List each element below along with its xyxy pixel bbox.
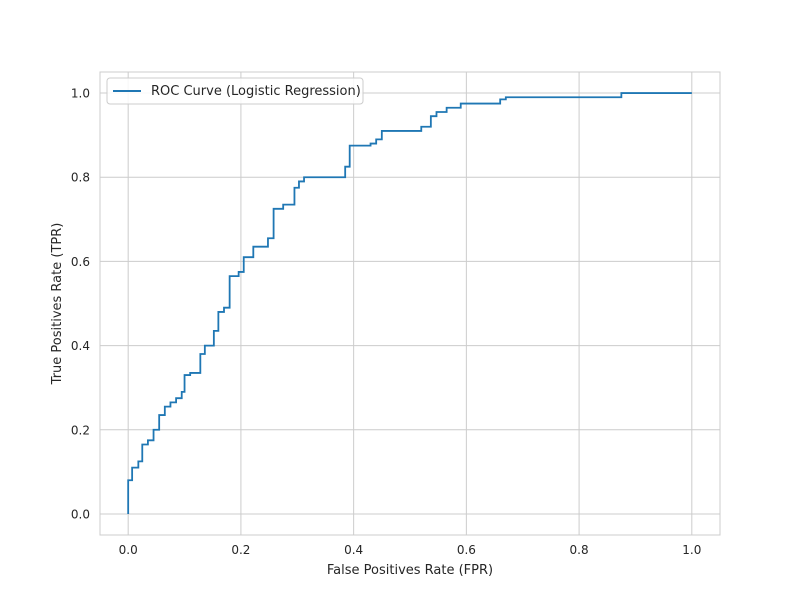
plot-background (100, 72, 720, 535)
y-tick-label: 0.4 (71, 339, 90, 353)
y-tick-label: 0.0 (71, 507, 90, 521)
legend: ROC Curve (Logistic Regression) (106, 77, 364, 105)
y-axis-label: True Positives Rate (TPR) (50, 223, 65, 386)
y-tick-label: 0.8 (71, 171, 90, 185)
x-tick-label: 0.2 (231, 543, 250, 557)
x-tick-label: 0.8 (570, 543, 589, 557)
series-layer (127, 92, 692, 514)
plot-frame (99, 71, 721, 536)
legend-label: ROC Curve (Logistic Regression) (151, 84, 361, 99)
legend-box (106, 77, 364, 105)
y-tick-label: 0.2 (71, 423, 90, 437)
y-tick-labels: 0.0 0.2 0.4 0.6 0.8 1.0 (71, 87, 90, 522)
x-tick-label: 1.0 (682, 543, 701, 557)
y-tick-label: 1.0 (71, 87, 90, 101)
y-tick-label: 0.6 (71, 255, 90, 269)
x-axis-label: False Positives Rate (FPR) (327, 563, 493, 578)
x-gridlines (127, 72, 693, 535)
x-tick-labels: 0.0 0.2 0.4 0.6 0.8 1.0 (119, 543, 702, 557)
x-tick-label: 0.6 (457, 543, 476, 557)
x-tick-label: 0.4 (344, 543, 363, 557)
x-tick-label: 0.0 (119, 543, 138, 557)
roc-curve-line (127, 92, 692, 514)
